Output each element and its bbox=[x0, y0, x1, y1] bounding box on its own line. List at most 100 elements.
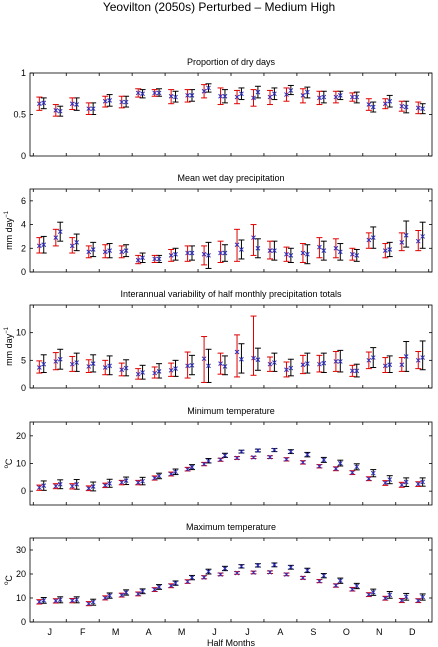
y-axis-label-sup: o bbox=[4, 464, 10, 468]
mean-marker bbox=[185, 363, 190, 369]
series-black bbox=[40, 562, 426, 606]
panel-title: Interannual variability of half monthly … bbox=[120, 289, 342, 299]
panel-title: Minimum temperature bbox=[187, 406, 275, 416]
mean-marker bbox=[185, 579, 190, 585]
mean-marker bbox=[218, 572, 223, 577]
mean-marker bbox=[152, 256, 158, 262]
panel-5: Maximum temperature 0 10 20 30 oC J F M A M J J A S O N D… bbox=[4, 522, 433, 647]
mean-marker bbox=[251, 235, 256, 240]
mean-marker bbox=[222, 453, 228, 458]
series-black bbox=[40, 83, 426, 117]
mean-marker bbox=[57, 356, 63, 362]
mean-marker bbox=[382, 101, 388, 107]
mean-marker bbox=[69, 361, 75, 367]
mean-marker bbox=[222, 566, 228, 571]
mean-marker bbox=[135, 257, 141, 263]
mean-marker bbox=[366, 237, 372, 243]
mean-marker bbox=[189, 250, 195, 256]
series-red bbox=[36, 454, 422, 492]
mean-marker bbox=[403, 232, 409, 238]
x-tick-label: M bbox=[112, 627, 120, 637]
mean-marker bbox=[415, 598, 421, 603]
y-tick-label: 0 bbox=[21, 617, 26, 627]
mean-marker bbox=[36, 101, 42, 107]
y-axis-label-main: mm day bbox=[4, 333, 14, 366]
mean-marker bbox=[251, 455, 256, 460]
mean-marker bbox=[69, 598, 75, 603]
mean-marker bbox=[201, 88, 207, 94]
mean-marker bbox=[403, 354, 409, 359]
mean-marker bbox=[168, 471, 174, 477]
mean-marker bbox=[36, 485, 42, 490]
mean-marker bbox=[140, 255, 145, 261]
y-tick-label: 20 bbox=[16, 569, 26, 579]
panel-title: Maximum temperature bbox=[186, 522, 276, 532]
mean-marker bbox=[255, 448, 261, 453]
mean-marker bbox=[272, 447, 277, 453]
mean-marker bbox=[222, 364, 228, 369]
mean-marker bbox=[354, 94, 360, 100]
y-axis-label-sup: o bbox=[4, 581, 10, 585]
mean-marker bbox=[304, 361, 310, 367]
mean-marker bbox=[239, 449, 244, 454]
y-axis-label-main: C bbox=[4, 458, 14, 465]
mean-marker bbox=[123, 590, 129, 595]
mean-marker bbox=[366, 102, 372, 107]
y-tick-label: 0.5 bbox=[13, 110, 26, 120]
axes-box bbox=[29, 304, 433, 389]
mean-marker bbox=[119, 99, 125, 105]
mean-marker bbox=[267, 454, 273, 460]
mean-marker bbox=[387, 247, 393, 252]
mean-marker bbox=[107, 593, 112, 598]
axes-box bbox=[29, 188, 433, 273]
y-tick-label: 5 bbox=[21, 355, 26, 365]
mean-marker bbox=[102, 483, 108, 488]
y-axis-label: mm day−1 bbox=[4, 210, 14, 250]
mean-marker bbox=[234, 349, 240, 355]
y-axis-label-sup: −1 bbox=[4, 210, 10, 218]
mean-marker bbox=[350, 94, 355, 100]
y-axis-label: mm day−1 bbox=[4, 326, 14, 366]
mean-marker bbox=[135, 90, 141, 96]
mean-marker bbox=[267, 569, 273, 575]
mean-marker bbox=[102, 98, 108, 104]
mean-marker bbox=[239, 91, 244, 97]
mean-marker bbox=[350, 368, 355, 374]
panel-3: Interannual variability of half monthly … bbox=[4, 289, 433, 393]
mean-marker bbox=[321, 248, 327, 254]
mean-marker bbox=[321, 573, 327, 579]
mean-marker bbox=[74, 481, 80, 487]
mean-marker bbox=[317, 578, 322, 584]
mean-marker bbox=[420, 594, 426, 600]
mean-marker bbox=[156, 584, 162, 590]
x-tick-label: J bbox=[212, 627, 217, 637]
mean-marker bbox=[251, 355, 256, 361]
mean-marker bbox=[382, 363, 388, 369]
mean-marker bbox=[420, 106, 426, 112]
mean-marker bbox=[387, 477, 393, 482]
mean-marker bbox=[53, 598, 59, 604]
mean-marker bbox=[255, 245, 261, 251]
mean-marker bbox=[234, 570, 240, 576]
mean-marker bbox=[317, 95, 322, 101]
mean-marker bbox=[304, 89, 310, 95]
y-axis-label-main: mm day bbox=[4, 217, 14, 250]
mean-marker bbox=[168, 583, 174, 589]
mean-marker bbox=[173, 469, 178, 475]
mean-marker bbox=[218, 457, 223, 462]
mean-marker bbox=[403, 594, 409, 600]
mean-marker bbox=[185, 466, 190, 472]
mean-marker bbox=[222, 250, 228, 256]
x-tick-label: J bbox=[48, 627, 53, 637]
series-black bbox=[40, 220, 426, 269]
mean-marker bbox=[36, 599, 42, 605]
mean-marker bbox=[366, 476, 372, 482]
mean-marker bbox=[420, 479, 426, 485]
mean-marker bbox=[284, 456, 289, 462]
mean-marker bbox=[206, 458, 211, 464]
mean-marker bbox=[288, 253, 294, 258]
mean-marker bbox=[152, 587, 158, 592]
mean-marker bbox=[272, 360, 277, 365]
mean-marker bbox=[189, 575, 195, 580]
mean-marker bbox=[206, 569, 211, 574]
